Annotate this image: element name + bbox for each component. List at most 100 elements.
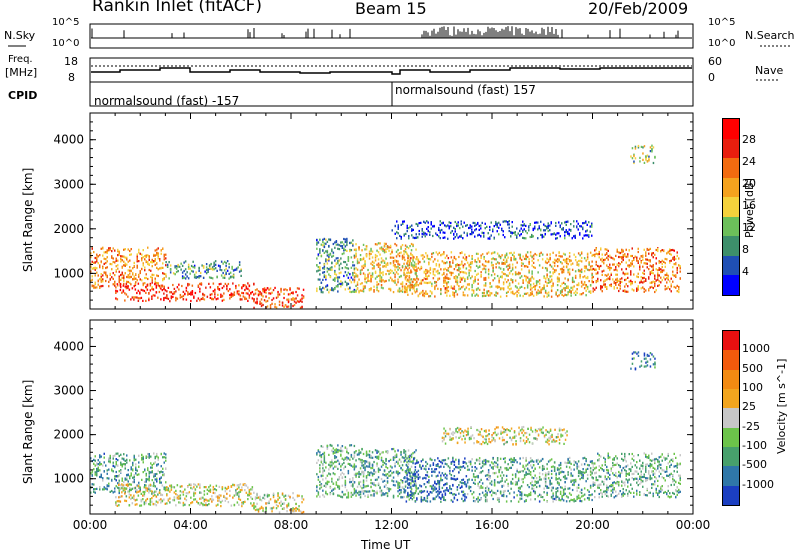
rti-cell <box>145 456 147 459</box>
rti-cell <box>429 268 432 271</box>
rti-cell <box>385 265 387 268</box>
rti-cell <box>489 228 491 231</box>
rti-cell <box>405 276 408 279</box>
rti-cell <box>447 237 449 240</box>
rti-cell <box>670 290 672 293</box>
rti-cell <box>477 252 479 255</box>
rti-cell <box>615 254 617 257</box>
rti-cell <box>352 493 354 496</box>
rti-cell <box>383 469 386 472</box>
rti-cell <box>355 459 357 462</box>
rti-cell <box>385 250 387 253</box>
rti-cell <box>462 237 464 240</box>
rti-cell <box>362 466 365 469</box>
rti-cell <box>400 282 402 285</box>
rti-cell <box>416 280 418 283</box>
rti-cell <box>256 496 258 499</box>
rti-cell <box>154 455 156 458</box>
rti-cell <box>112 461 114 464</box>
rti-cell <box>397 227 399 230</box>
rti-cell <box>389 244 392 247</box>
rti-cell <box>652 272 654 275</box>
rti-cell <box>340 282 342 286</box>
rti-cell <box>613 280 615 283</box>
rti-cell <box>316 239 318 242</box>
rti-cell <box>90 265 92 268</box>
rti-cell <box>382 273 384 276</box>
rti-cell <box>197 284 200 287</box>
rti-cell <box>91 284 93 287</box>
rti-cell <box>275 500 278 503</box>
rti-cell <box>328 453 330 456</box>
rti-cell <box>528 279 530 282</box>
rti-cell <box>392 496 395 499</box>
rti-cell <box>419 261 421 264</box>
rti-cell <box>130 269 132 272</box>
rti-cell <box>262 289 264 292</box>
rti-cell <box>278 511 281 514</box>
rti-cell <box>153 462 155 465</box>
rti-cell <box>468 263 470 266</box>
rti-cell <box>376 243 378 246</box>
rti-cell <box>149 282 152 285</box>
rti-cell <box>432 273 435 276</box>
rti-cell <box>118 250 120 253</box>
rti-cell <box>449 294 451 297</box>
rti-cell <box>190 483 192 486</box>
rti-cell <box>673 274 675 277</box>
rti-cell <box>250 291 252 295</box>
rti-cell <box>254 289 257 292</box>
rti-cell <box>458 266 460 269</box>
freq-trace <box>91 65 692 75</box>
rti-cell <box>365 277 368 280</box>
rti-cell <box>337 448 339 452</box>
rti-cell <box>362 286 365 289</box>
rti-cell <box>555 259 557 262</box>
rti-cell <box>410 271 412 274</box>
rti-cell <box>541 266 544 269</box>
rti-cell <box>438 226 440 230</box>
rti-cell <box>322 249 324 252</box>
rti-cell <box>603 280 605 283</box>
rti-cell <box>116 500 119 503</box>
rti-cell <box>323 274 326 277</box>
rti-cell <box>144 468 146 471</box>
rti-cell <box>675 263 677 266</box>
rti-cell <box>335 257 338 260</box>
rti-cell <box>670 259 672 262</box>
rti-cell <box>224 282 227 285</box>
rti-cell <box>164 289 167 292</box>
rti-cell <box>382 279 384 282</box>
rti-cell <box>191 291 194 294</box>
rti-cell <box>115 475 117 478</box>
rti-cell <box>505 258 508 261</box>
rti-cell <box>537 237 539 240</box>
rti-cell <box>376 449 378 452</box>
rti-cell <box>358 473 360 476</box>
rti-cell <box>344 288 347 291</box>
rti-cell <box>558 254 560 258</box>
rti-cell <box>136 260 138 263</box>
rti-cell <box>667 274 669 277</box>
rti-cell <box>158 290 161 294</box>
rti-cell <box>535 291 538 294</box>
rti-cell <box>217 495 219 498</box>
rti-cell <box>334 449 336 452</box>
rti-cell <box>148 454 150 457</box>
rti-cell <box>631 288 633 291</box>
rti-cell <box>260 298 263 301</box>
rti-cell <box>459 267 462 270</box>
rti-cell <box>256 288 258 291</box>
rti-cell <box>355 290 357 293</box>
y-tick-label: 4000 <box>53 133 84 147</box>
rti-cell <box>374 253 377 257</box>
rti-cell <box>99 486 101 489</box>
rti-cell <box>320 243 323 246</box>
rti-cell <box>201 264 203 267</box>
rti-cell <box>457 224 459 227</box>
rti-cell <box>567 268 569 271</box>
rti-cell <box>106 488 108 491</box>
rti-cell <box>643 262 645 265</box>
rti-cell <box>269 304 272 307</box>
rti-cell <box>364 490 366 493</box>
